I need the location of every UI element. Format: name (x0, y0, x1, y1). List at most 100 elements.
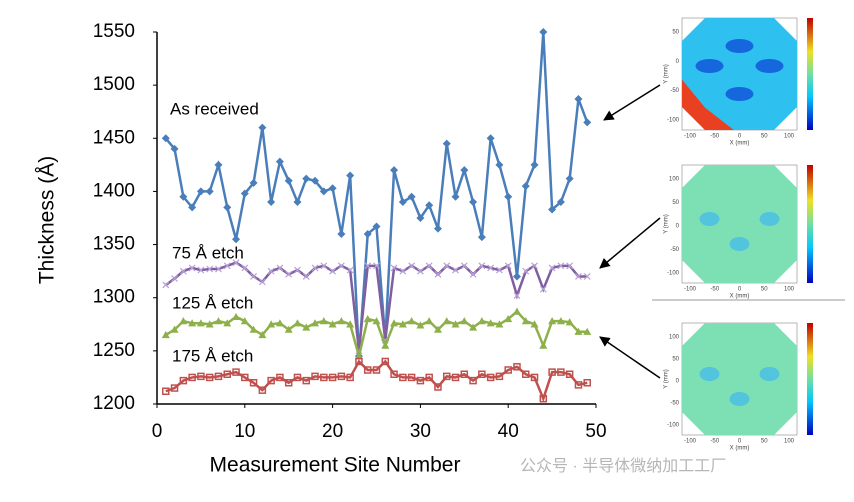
marker (565, 370, 574, 378)
marker (196, 319, 205, 327)
marker (170, 384, 179, 392)
marker (346, 171, 355, 180)
map-x-tick: -100 (684, 134, 697, 140)
marker (504, 192, 513, 201)
watermark: 公众号 · 半导体微纳加工工厂 (520, 457, 726, 475)
cool-spot (759, 367, 780, 381)
marker (161, 330, 170, 339)
marker (425, 373, 433, 382)
marker (442, 317, 451, 325)
marker (223, 370, 231, 378)
wafer (682, 323, 797, 435)
marker (205, 187, 214, 196)
colorbar (807, 165, 813, 283)
marker (258, 278, 266, 286)
marker (574, 327, 583, 335)
marker (363, 366, 372, 374)
y-tick-label: 1400 (93, 180, 135, 201)
marker (504, 366, 512, 374)
marker (214, 372, 223, 381)
map-x-tick: 0 (738, 134, 742, 140)
marker (346, 266, 354, 274)
marker (495, 266, 503, 274)
map-y-tick: 0 (676, 224, 680, 230)
marker (250, 273, 258, 280)
marker (566, 262, 574, 270)
marker (170, 144, 179, 153)
marker (513, 292, 521, 300)
map-y-tick: -100 (667, 118, 680, 124)
y-tick-label: 1500 (93, 74, 135, 95)
marker (346, 320, 355, 328)
cool-spot (729, 237, 750, 251)
marker (477, 233, 486, 242)
marker (302, 174, 311, 183)
marker (434, 270, 442, 278)
marker (531, 262, 538, 270)
marker (311, 264, 319, 272)
marker (161, 134, 170, 143)
marker (460, 317, 469, 325)
marker (188, 319, 197, 327)
marker (294, 266, 301, 274)
map-y-tick: 50 (672, 357, 679, 363)
colorbar (807, 18, 813, 130)
marker (557, 368, 565, 376)
marker (390, 370, 398, 378)
marker (460, 262, 468, 270)
marker (170, 325, 179, 333)
marker (284, 378, 293, 387)
marker (320, 373, 328, 382)
cool-spot (699, 212, 720, 226)
marker (434, 383, 442, 391)
marker (556, 317, 565, 325)
marker (214, 160, 223, 169)
marker (249, 325, 258, 333)
marker (364, 262, 372, 270)
marker (241, 373, 249, 382)
map-x-tick: -100 (684, 287, 697, 293)
marker (381, 341, 390, 349)
marker (311, 372, 319, 381)
map-x-tick: -100 (684, 439, 697, 445)
marker (267, 376, 275, 385)
marker (267, 320, 276, 328)
marker (232, 312, 241, 321)
marker (469, 323, 478, 331)
marker (311, 319, 320, 327)
marker (372, 366, 381, 374)
map-y-tick: 0 (676, 379, 680, 385)
cold-spot (755, 59, 784, 73)
marker (548, 368, 556, 376)
x-tick-label: 30 (410, 421, 431, 442)
marker (495, 320, 504, 328)
marker (258, 123, 267, 132)
marker (162, 281, 170, 289)
marker (179, 267, 187, 275)
marker (443, 262, 451, 270)
map-x-tick: -50 (710, 134, 719, 140)
marker (469, 198, 478, 207)
marker (398, 320, 407, 328)
map-y-tick: -50 (670, 401, 679, 407)
series-label: 125 Å etch (172, 293, 253, 312)
marker (179, 376, 188, 385)
marker (249, 178, 258, 187)
marker (354, 352, 363, 360)
cold-spot (725, 87, 754, 101)
marker (302, 323, 311, 331)
marker (197, 372, 205, 381)
marker (452, 266, 459, 274)
marker (478, 262, 486, 270)
marker (372, 222, 381, 231)
marker (548, 205, 557, 214)
map-x-label: X (mm) (730, 446, 750, 452)
map-y-tick: 100 (669, 335, 680, 341)
marker (512, 272, 521, 281)
marker (539, 28, 548, 36)
map-y-label: Y (mm) (664, 214, 670, 234)
arrow (599, 217, 661, 269)
marker (232, 259, 240, 267)
marker (478, 370, 486, 378)
series-label: 175 Å etch (172, 346, 253, 365)
